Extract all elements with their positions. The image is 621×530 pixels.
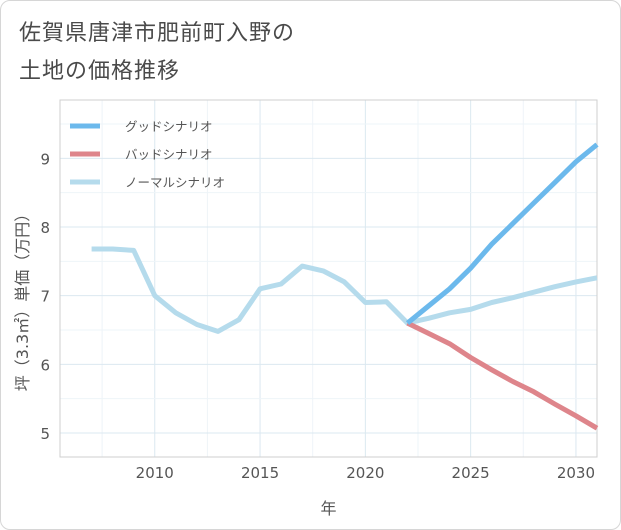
x-axis-ticks: 2010 2015 2020 2025 2030 <box>136 464 595 482</box>
grid-lines <box>60 100 597 457</box>
x-tick-label: 2010 <box>136 464 174 482</box>
y-tick-label: 9 <box>40 150 50 168</box>
y-axis-title: 坪（3.3㎡）単価（万円） <box>13 206 32 391</box>
y-tick-label: 7 <box>40 288 50 306</box>
legend-label-0: グッドシナリオ <box>125 119 213 134</box>
y-tick-label: 5 <box>40 425 50 443</box>
x-tick-label: 2025 <box>452 464 490 482</box>
x-tick-label: 2030 <box>557 464 595 482</box>
y-tick-label: 8 <box>40 219 50 237</box>
chart-title: 佐賀県唐津市肥前町入野の 土地の価格推移 <box>19 15 295 91</box>
series-line-2 <box>91 246 598 334</box>
y-axis-ticks: 5 6 7 8 9 <box>40 150 50 443</box>
chart-title-line2: 土地の価格推移 <box>19 59 181 84</box>
chart-title-line1: 佐賀県唐津市肥前町入野の <box>19 21 296 46</box>
series-lines <box>91 142 599 431</box>
y-tick-label: 6 <box>40 356 50 374</box>
series-line-0 <box>405 142 599 326</box>
x-tick-label: 2015 <box>241 464 279 482</box>
x-tick-label: 2020 <box>346 464 384 482</box>
series-line-1 <box>406 320 599 431</box>
legend-label-1: バッドシナリオ <box>125 147 213 162</box>
x-axis-title: 年 <box>320 499 336 518</box>
legend-label-2: ノーマルシナリオ <box>125 175 225 190</box>
